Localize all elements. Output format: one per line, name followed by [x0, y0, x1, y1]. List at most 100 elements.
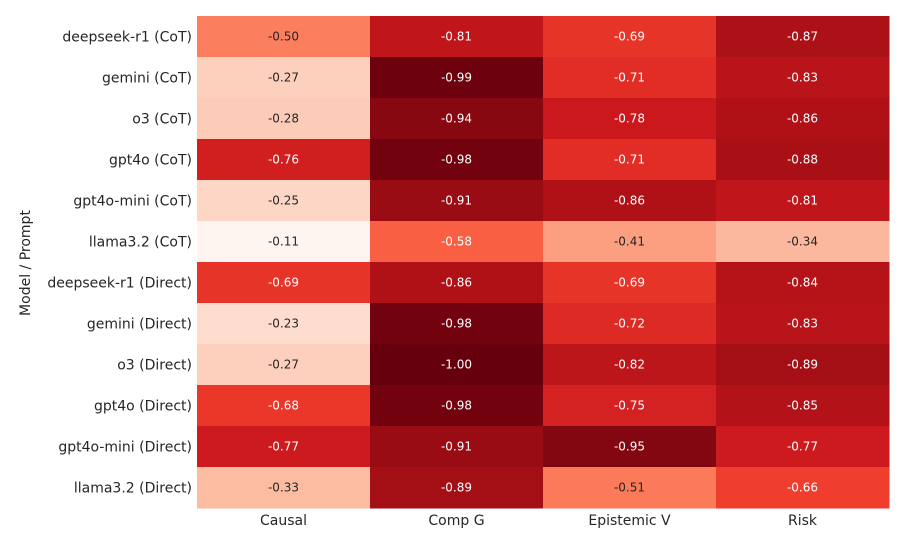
x-tick-label: Comp G	[428, 513, 484, 529]
heatmap-cell	[543, 16, 717, 58]
cell-value-label: -0.83	[787, 317, 818, 331]
y-tick-label: llama3.2 (Direct)	[74, 481, 192, 497]
y-tick-label: o3 (CoT)	[132, 112, 192, 128]
cell-value-label: -0.27	[268, 71, 299, 85]
cell-value-label: -0.50	[268, 30, 299, 44]
heatmap-cell	[543, 98, 717, 140]
cell-value-label: -0.86	[787, 112, 818, 126]
heatmap-cell	[543, 180, 717, 222]
heatmap-cell	[197, 303, 371, 345]
heatmap-cell	[370, 98, 544, 140]
y-tick-label: gemini (CoT)	[102, 71, 192, 87]
cell-value-label: -0.75	[614, 399, 645, 413]
heatmap-cell	[543, 139, 717, 181]
x-tick-label: Epistemic V	[588, 513, 671, 529]
heatmap-cell	[716, 467, 890, 509]
cell-value-label: -0.98	[441, 317, 472, 331]
cell-value-label: -0.94	[441, 112, 472, 126]
y-tick-label: gemini (Direct)	[87, 317, 192, 333]
cell-value-label: -0.76	[268, 153, 299, 167]
cell-value-label: -0.98	[441, 153, 472, 167]
cell-value-label: -0.84	[787, 276, 818, 290]
heatmap-cell	[716, 16, 890, 58]
cell-value-label: -0.34	[787, 235, 818, 249]
cell-value-label: -0.88	[787, 153, 818, 167]
cell-value-label: -0.78	[614, 112, 645, 126]
cell-value-label: -0.87	[787, 30, 818, 44]
cell-value-label: -0.77	[268, 440, 299, 454]
cell-value-label: -0.85	[787, 399, 818, 413]
heatmap-cell	[197, 16, 371, 58]
y-tick-label: deepseek-r1 (CoT)	[62, 30, 192, 46]
heatmap-cell	[543, 262, 717, 304]
heatmap-cell	[716, 344, 890, 386]
heatmap-cell	[543, 385, 717, 427]
heatmap-cell	[716, 180, 890, 222]
heatmap-cell	[543, 221, 717, 263]
y-tick-label: gpt4o (Direct)	[94, 399, 192, 415]
heatmap-cell	[716, 426, 890, 468]
cell-value-label: -0.83	[787, 71, 818, 85]
heatmap-cell	[197, 98, 371, 140]
heatmap-cell	[370, 303, 544, 345]
cell-value-label: -0.11	[268, 235, 299, 249]
cell-value-label: -0.66	[787, 481, 818, 495]
heatmap-cells: -0.50 -0.81 -0.69 -0.87 -0.27 -0.99 -0.71 -0.83…	[197, 16, 890, 509]
heatmap-cell	[716, 262, 890, 304]
heatmap-cell	[197, 262, 371, 304]
heatmap-cell	[543, 344, 717, 386]
heatmap-cell	[370, 426, 544, 468]
x-tick-label: Causal	[260, 513, 307, 529]
cell-value-label: -0.91	[441, 194, 472, 208]
y-tick-label: o3 (Direct)	[117, 358, 192, 374]
heatmap-cell	[370, 344, 544, 386]
cell-value-label: -0.81	[787, 194, 818, 208]
heatmap-cell	[370, 57, 544, 99]
cell-value-label: -0.77	[787, 440, 818, 454]
cell-value-label: -0.69	[268, 276, 299, 290]
heatmap-cell	[197, 467, 371, 509]
cell-value-label: -0.89	[787, 358, 818, 372]
cell-value-label: -0.98	[441, 399, 472, 413]
y-tick-labels: deepseek-r1 (CoT) gemini (CoT) o3 (CoT) gpt…	[47, 30, 192, 497]
cell-value-label: -0.25	[268, 194, 299, 208]
heatmap-cell	[543, 303, 717, 345]
cell-value-label: -0.99	[441, 71, 472, 85]
heatmap-cell	[370, 262, 544, 304]
y-tick-label: gpt4o (CoT)	[109, 153, 192, 169]
heatmap-cell	[543, 426, 717, 468]
heatmap-cell	[197, 57, 371, 99]
x-tick-label: Risk	[788, 513, 818, 529]
cell-value-label: -0.58	[441, 235, 472, 249]
y-tick-label: gpt4o-mini (CoT)	[73, 194, 192, 210]
heatmap-cell	[370, 180, 544, 222]
cell-value-label: -0.23	[268, 317, 299, 331]
cell-value-label: -0.86	[614, 194, 645, 208]
heatmap-cell	[370, 139, 544, 181]
heatmap-cell	[716, 57, 890, 99]
heatmap-cell	[197, 385, 371, 427]
heatmap-cell	[543, 57, 717, 99]
x-tick-labels: Causal Comp G Epistemic V Risk	[260, 513, 818, 529]
heatmap-cell	[716, 303, 890, 345]
cell-value-label: -0.51	[614, 481, 645, 495]
heatmap-cell	[543, 467, 717, 509]
cell-value-label: -0.89	[441, 481, 472, 495]
heatmap-cell	[197, 344, 371, 386]
cell-value-label: -0.71	[614, 71, 645, 85]
heatmap-cell	[370, 221, 544, 263]
heatmap-cell	[197, 180, 371, 222]
y-tick-label: gpt4o-mini (Direct)	[58, 440, 192, 456]
heatmap-cell	[370, 467, 544, 509]
cell-value-label: -0.72	[614, 317, 645, 331]
cell-value-label: -0.86	[441, 276, 472, 290]
cell-value-label: -0.71	[614, 153, 645, 167]
heatmap-cell	[716, 385, 890, 427]
y-tick-label: deepseek-r1 (Direct)	[47, 276, 192, 292]
y-tick-label: llama3.2 (CoT)	[89, 235, 192, 251]
cell-value-label: -0.91	[441, 440, 472, 454]
cell-value-label: -0.95	[614, 440, 645, 454]
heatmap-cell	[370, 16, 544, 58]
y-axis-label: Model / Prompt	[18, 210, 34, 316]
heatmap-cell	[370, 385, 544, 427]
